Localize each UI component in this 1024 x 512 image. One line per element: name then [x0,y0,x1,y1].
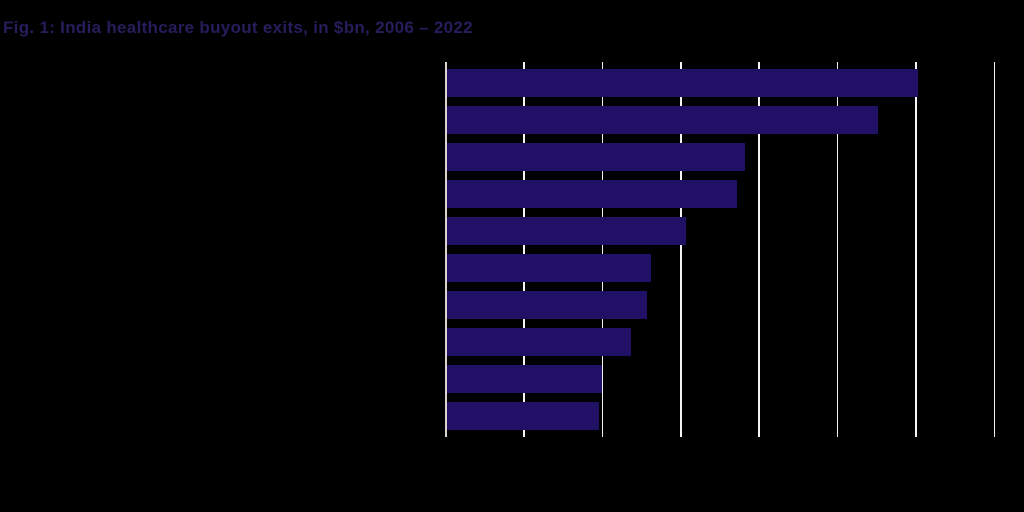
gridline [915,62,917,437]
bar [447,69,918,97]
bar [447,402,600,430]
bar [447,328,632,356]
bar [447,365,603,393]
bar [447,143,746,171]
gridline [523,62,525,437]
bar [447,217,687,245]
gridline [758,62,760,437]
gridline [679,62,682,437]
chart-title: Fig. 1: India healthcare buyout exits, i… [3,18,473,37]
plot-area [444,62,996,437]
gridline [601,62,604,437]
bar [447,254,651,282]
value-axis-line [444,62,447,437]
gridline [836,62,839,437]
gridline [993,62,996,437]
bar [447,291,647,319]
bar [447,180,738,208]
bar [447,106,879,134]
